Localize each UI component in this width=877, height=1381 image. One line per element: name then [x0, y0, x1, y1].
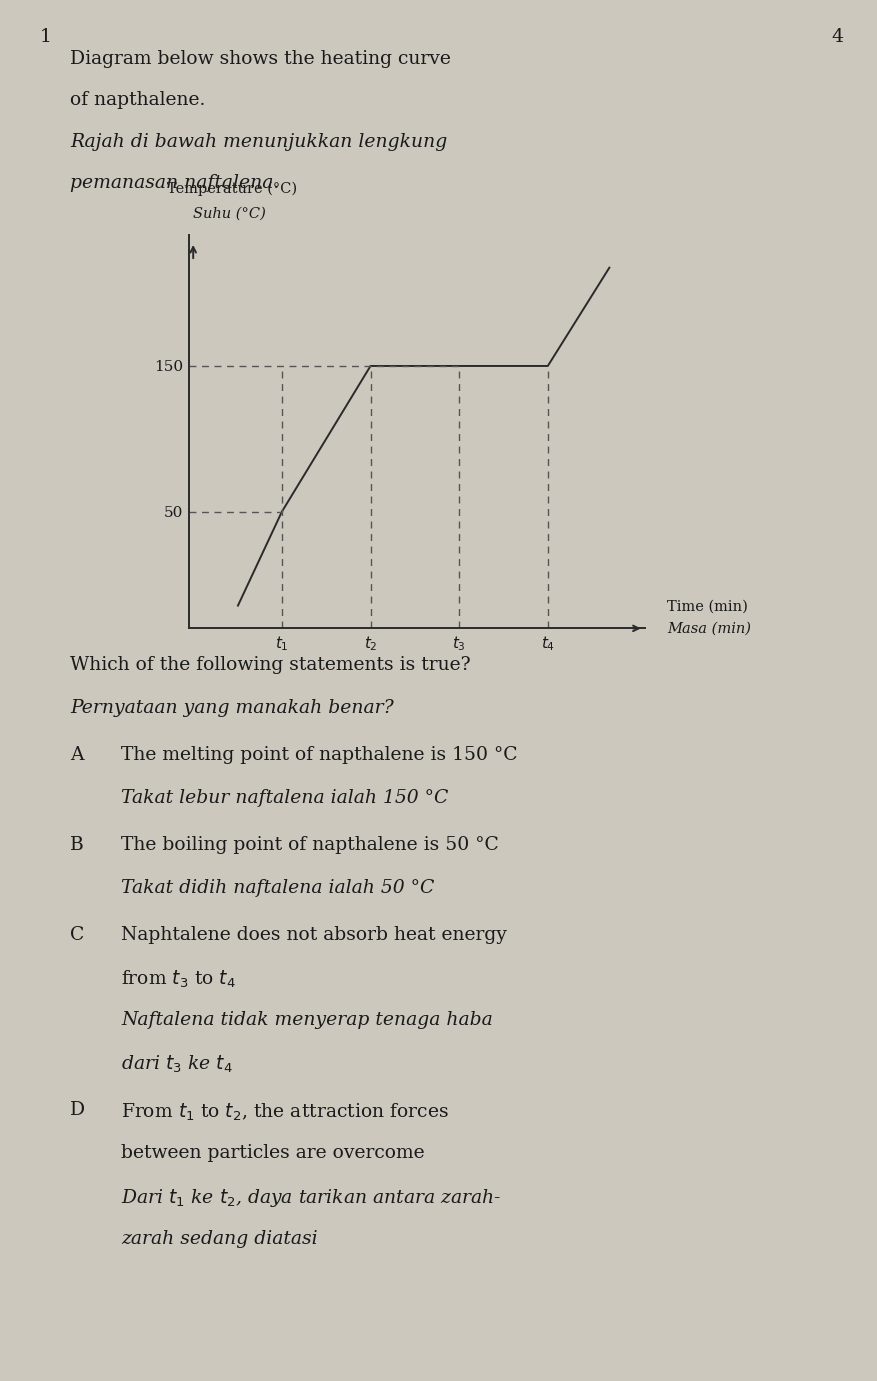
- Text: B: B: [70, 836, 84, 853]
- Text: D: D: [70, 1101, 85, 1119]
- Text: Suhu (°C): Suhu (°C): [193, 207, 266, 221]
- Text: Naphtalene does not absorb heat energy: Naphtalene does not absorb heat energy: [121, 925, 506, 943]
- Text: of napthalene.: of napthalene.: [70, 91, 205, 109]
- Text: Dari $t_1$ ke $t_2$, daya tarikan antara zarah-: Dari $t_1$ ke $t_2$, daya tarikan antara…: [121, 1186, 501, 1208]
- Text: zarah sedang diatasi: zarah sedang diatasi: [121, 1229, 317, 1247]
- Text: The melting point of napthalene is 150 °C: The melting point of napthalene is 150 °…: [121, 746, 517, 764]
- Text: A: A: [70, 746, 83, 764]
- Text: Masa (min): Masa (min): [667, 621, 751, 635]
- Text: from $t_3$ to $t_4$: from $t_3$ to $t_4$: [121, 968, 236, 990]
- Text: Time (min): Time (min): [667, 599, 747, 613]
- Text: Diagram below shows the heating curve: Diagram below shows the heating curve: [70, 50, 451, 68]
- Text: 1: 1: [39, 28, 52, 46]
- Text: From $t_1$ to $t_2$, the attraction forces: From $t_1$ to $t_2$, the attraction forc…: [121, 1101, 449, 1123]
- Text: 4: 4: [830, 28, 842, 46]
- Text: Naftalena tidak menyerap tenaga haba: Naftalena tidak menyerap tenaga haba: [121, 1011, 492, 1029]
- Text: pemanasan naftalena.: pemanasan naftalena.: [70, 174, 279, 192]
- Text: Takat didih naftalena ialah 50 °C: Takat didih naftalena ialah 50 °C: [121, 878, 434, 896]
- Text: Pernyataan yang manakah benar?: Pernyataan yang manakah benar?: [70, 699, 394, 717]
- Text: Temperature (°C): Temperature (°C): [167, 182, 296, 196]
- Text: between particles are overcome: between particles are overcome: [121, 1143, 424, 1161]
- Text: Which of the following statements is true?: Which of the following statements is tru…: [70, 656, 470, 674]
- Text: dari $t_3$ ke $t_4$: dari $t_3$ ke $t_4$: [121, 1054, 232, 1076]
- Text: Rajah di bawah menunjukkan lengkung: Rajah di bawah menunjukkan lengkung: [70, 133, 447, 151]
- Text: Takat lebur naftalena ialah 150 °C: Takat lebur naftalena ialah 150 °C: [121, 789, 448, 807]
- Text: C: C: [70, 925, 84, 943]
- Text: The boiling point of napthalene is 50 °C: The boiling point of napthalene is 50 °C: [121, 836, 498, 853]
